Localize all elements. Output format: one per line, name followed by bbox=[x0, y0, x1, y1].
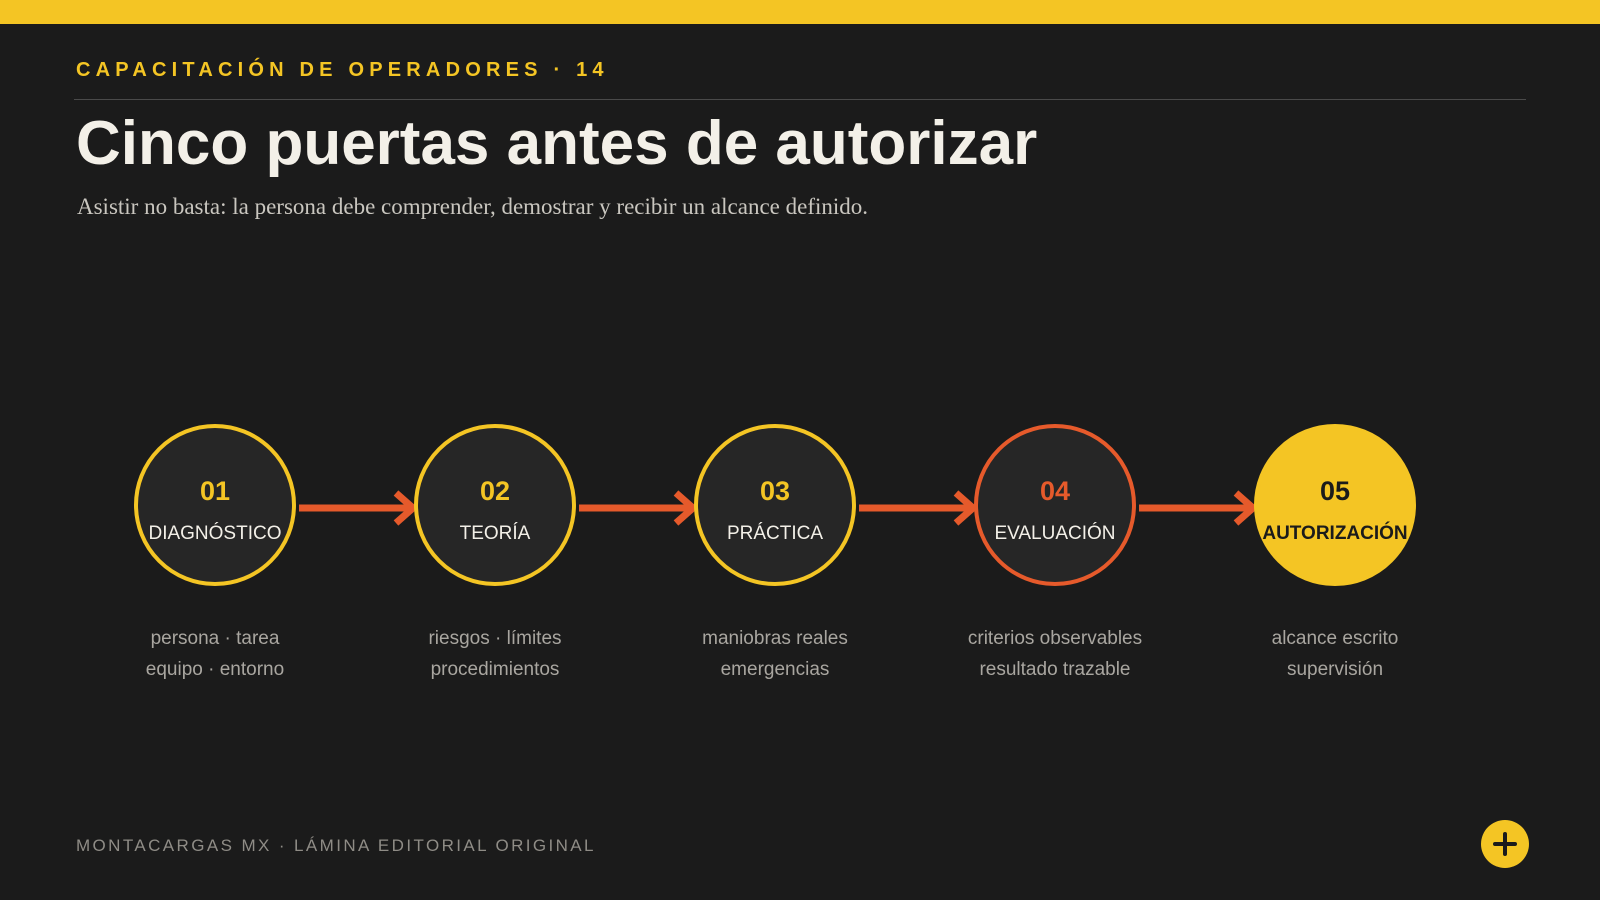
stage-description-line: equipo · entorno bbox=[145, 659, 285, 680]
arrow-02-03 bbox=[579, 490, 699, 526]
stage-label: EVALUACIÓN bbox=[994, 523, 1116, 544]
stage-label: TEORÍA bbox=[459, 523, 531, 544]
stage-description-line: persona · tarea bbox=[150, 628, 280, 649]
stage-label: AUTORIZACIÓN bbox=[1262, 523, 1408, 544]
stage-description-teoria: riesgos · límites procedimientos bbox=[375, 623, 615, 685]
stage-node-diagnostico: 01 DIAGNÓSTICO bbox=[134, 424, 296, 586]
stage-number: 01 bbox=[199, 476, 231, 506]
section-kicker: CAPACITACIÓN DE OPERADORES · 14 bbox=[76, 59, 609, 81]
stage-node-teoria: 02 TEORÍA bbox=[414, 424, 576, 586]
stage-description-line: criterios observables bbox=[967, 628, 1143, 649]
stage-description-line: alcance escrito bbox=[1271, 628, 1399, 649]
arrow-03-04 bbox=[859, 490, 979, 526]
stage-description-line: procedimientos bbox=[430, 659, 560, 680]
stage-number: 05 bbox=[1319, 476, 1351, 506]
footer-credit: MONTACARGAS MX · LÁMINA EDITORIAL ORIGIN… bbox=[76, 836, 596, 855]
arrow-01-02 bbox=[299, 490, 419, 526]
stage-description-diagnostico: persona · tarea equipo · entorno bbox=[95, 623, 335, 685]
stage-number: 03 bbox=[759, 476, 791, 506]
stage-description-line: maniobras reales bbox=[702, 628, 848, 649]
page-title: Cinco puertas antes de autorizar bbox=[76, 109, 1038, 178]
stage-number: 04 bbox=[1039, 476, 1071, 506]
stage-label: PRÁCTICA bbox=[726, 523, 824, 544]
page-subtitle: Asistir no basta: la persona debe compre… bbox=[77, 194, 869, 219]
stage-description-autorizacion: alcance escrito supervisión bbox=[1215, 623, 1455, 685]
stage-description-evaluacion: criterios observables resultado trazable bbox=[935, 623, 1175, 685]
stage-description-line: resultado trazable bbox=[979, 659, 1131, 680]
arrow-04-05 bbox=[1139, 490, 1259, 526]
stage-node-evaluacion: 04 EVALUACIÓN bbox=[974, 424, 1136, 586]
stage-node-autorizacion: 05 AUTORIZACIÓN bbox=[1254, 424, 1416, 586]
header-divider bbox=[74, 99, 1526, 100]
stage-description-line: riesgos · límites bbox=[428, 628, 562, 649]
plus-icon bbox=[1493, 832, 1517, 856]
stage-node-practica: 03 PRÁCTICA bbox=[694, 424, 856, 586]
stage-description-line: supervisión bbox=[1286, 659, 1384, 680]
stage-description-practica: maniobras reales emergencias bbox=[655, 623, 895, 685]
stage-description-line: emergencias bbox=[720, 659, 830, 680]
add-button[interactable] bbox=[1481, 820, 1529, 868]
top-accent-bar bbox=[0, 0, 1600, 24]
stage-number: 02 bbox=[479, 476, 511, 506]
stage-label: DIAGNÓSTICO bbox=[148, 523, 282, 544]
